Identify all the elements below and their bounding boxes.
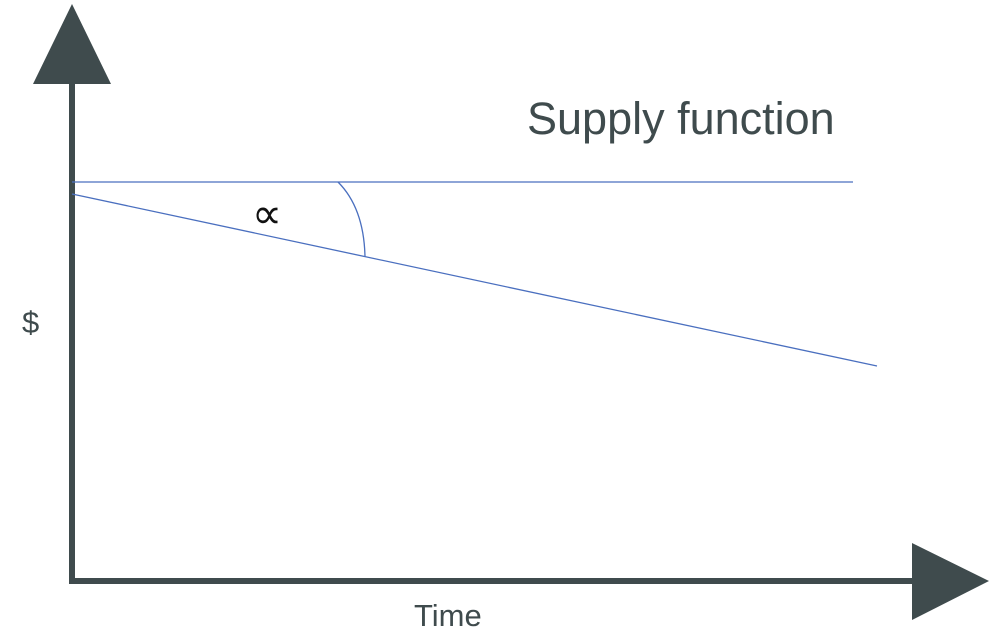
y-axis-label: $: [22, 305, 39, 340]
diagram-title: Supply function: [527, 93, 835, 144]
x-axis-arrowhead: [912, 543, 989, 620]
y-axis-arrowhead: [33, 4, 111, 84]
angle-symbol: ∝: [252, 189, 282, 238]
supply-line: [71, 193, 878, 367]
angle-arc: [337, 181, 366, 258]
x-axis-label: Time: [414, 598, 482, 632]
